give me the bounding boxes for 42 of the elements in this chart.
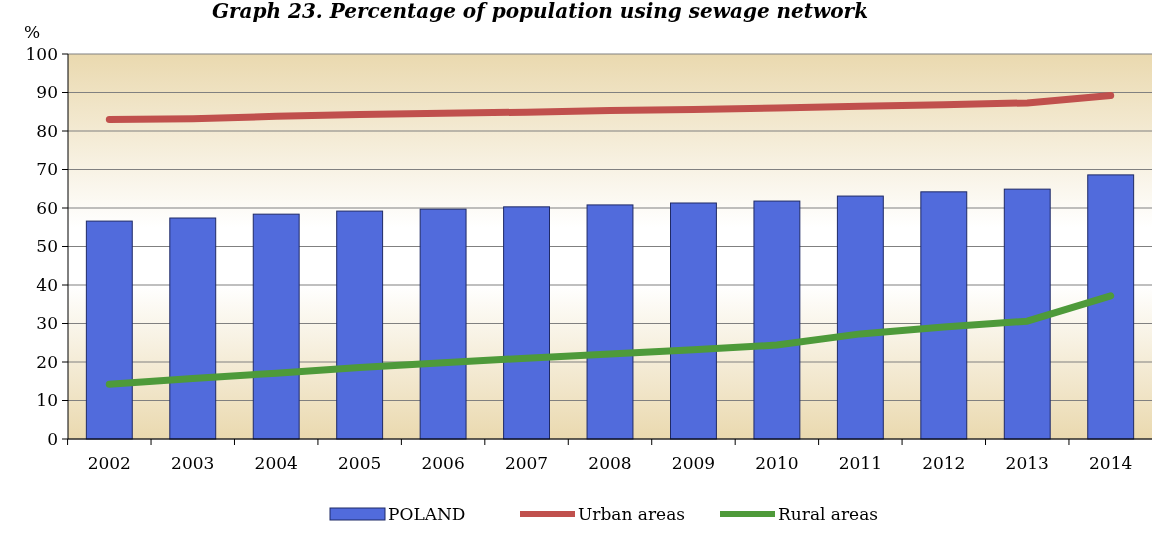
x-tick-label: 2005 [338, 453, 382, 473]
bar [670, 202, 717, 440]
y-tick-label: 10 [36, 390, 58, 411]
bar [586, 204, 634, 440]
x-tick-label: 2008 [588, 453, 632, 473]
x-tick-label: 2010 [755, 453, 799, 473]
y-tick-label: 70 [36, 159, 58, 180]
bar [920, 191, 968, 440]
bar [85, 220, 133, 440]
y-tick-label: 90 [36, 82, 58, 103]
x-tick-label: 2006 [421, 453, 465, 473]
y-tick-label: 80 [36, 120, 58, 141]
bar [252, 213, 300, 440]
y-tick-label: 0 [47, 428, 58, 449]
legend-label: POLAND [388, 503, 466, 524]
bar [419, 208, 467, 440]
y-tick-label: 60 [36, 197, 58, 218]
y-tick-label: 100 [25, 43, 58, 64]
bar [1087, 174, 1135, 440]
y-tick-label: 50 [36, 236, 58, 257]
x-tick-label: 2003 [171, 453, 215, 473]
y-axis-title: % [23, 22, 41, 42]
y-tick-label: 30 [36, 313, 58, 334]
bar [336, 210, 384, 440]
bar [1003, 188, 1051, 440]
y-tick-label: 40 [36, 274, 58, 295]
x-tick-label: 2009 [671, 453, 716, 473]
bar [503, 206, 550, 440]
x-tick-label: 2012 [922, 453, 966, 473]
x-tick-label: 2011 [838, 453, 882, 473]
x-tick-label: 2013 [1005, 453, 1049, 473]
legend-label: Rural areas [778, 503, 879, 524]
legend-label: Urban areas [578, 503, 686, 524]
bar [169, 217, 217, 440]
bar [753, 200, 801, 440]
x-tick-label: 2002 [87, 453, 131, 473]
y-tick-label: 20 [36, 351, 58, 372]
x-tick-label: 2004 [254, 453, 298, 473]
chart-title: Graph 23. Percentage of population using sewage network [211, 0, 869, 23]
bar [836, 195, 884, 440]
x-tick-label: 2007 [504, 453, 549, 473]
x-tick-label: 2014 [1089, 453, 1133, 473]
